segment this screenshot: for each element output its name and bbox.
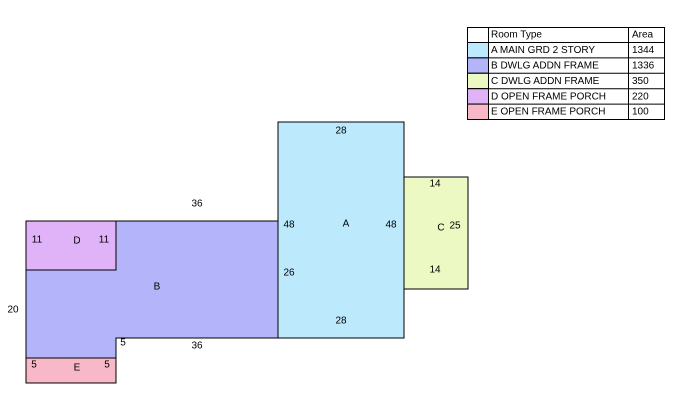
room-label: A	[343, 219, 350, 230]
dimension: 5	[104, 360, 110, 371]
room-area: 1344	[632, 45, 655, 56]
color-swatch	[467, 72, 489, 90]
dimension: 48	[385, 220, 397, 231]
dimension: 48	[283, 220, 295, 231]
room-area: 1336	[632, 61, 655, 72]
room-label: C	[437, 223, 444, 234]
room-label: E	[74, 363, 81, 374]
dimension: 11	[32, 235, 43, 246]
dimension: 28	[335, 126, 347, 137]
dimension: 20	[7, 305, 19, 316]
room-label: B	[154, 282, 161, 293]
color-swatch	[467, 103, 489, 120]
dimension: 36	[191, 199, 203, 210]
room-type: A MAIN GRD 2 STORY	[491, 45, 595, 56]
room-c	[403, 176, 469, 290]
room-area: 100	[632, 107, 649, 118]
color-swatch	[467, 42, 489, 59]
dimension: 28	[335, 316, 347, 327]
legend-table: Room Type Area A MAIN GRD 2 STORY 1344 B D…	[467, 27, 665, 120]
dimension: 14	[429, 265, 441, 276]
color-swatch	[467, 88, 489, 105]
dimension: 5	[120, 338, 126, 349]
room-e	[25, 357, 117, 384]
table-header: Room Type	[491, 30, 542, 41]
room-area: 220	[632, 91, 649, 102]
room-d	[25, 220, 117, 271]
room-a	[277, 121, 405, 339]
dimension: 25	[449, 221, 461, 232]
table-header: Area	[632, 30, 654, 41]
dimension: 14	[429, 179, 441, 190]
color-swatch	[467, 57, 489, 74]
dimension: 26	[283, 268, 295, 279]
dimension: 11	[99, 235, 110, 246]
room-type: C DWLG ADDN FRAME	[491, 76, 600, 87]
room-type: D OPEN FRAME PORCH	[491, 91, 606, 102]
room-type: B DWLG ADDN FRAME	[491, 61, 599, 72]
room-area: 350	[632, 76, 649, 87]
dimension: 36	[191, 341, 203, 352]
dimension: 5	[31, 360, 37, 371]
room-label: D	[73, 236, 80, 247]
room-type: E OPEN FRAME PORCH	[491, 107, 605, 118]
